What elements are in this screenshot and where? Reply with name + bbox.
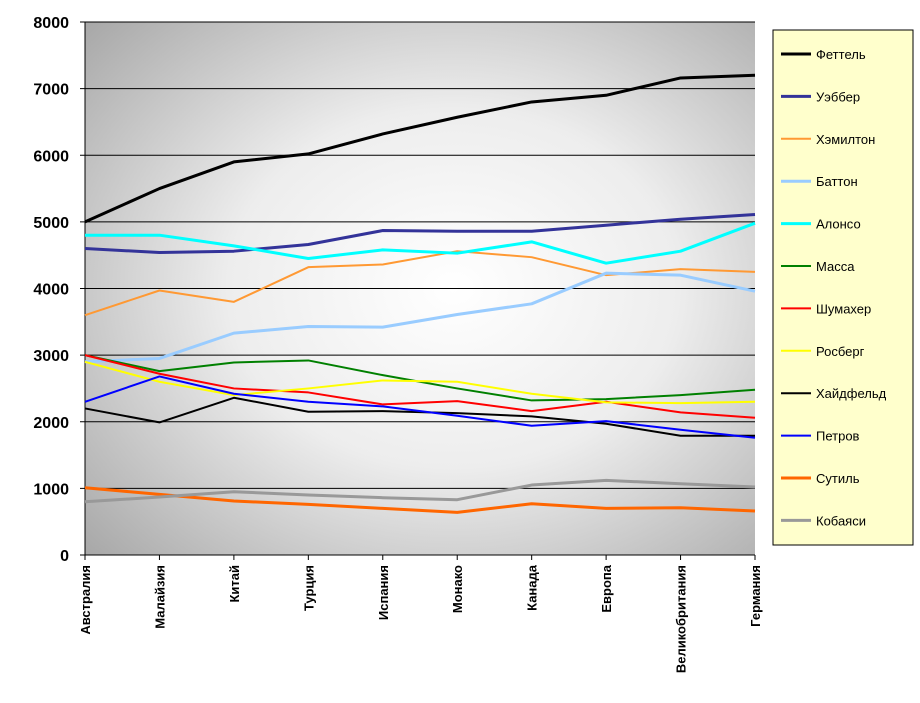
- legend-label: Масса: [816, 259, 855, 274]
- legend-label: Алонсо: [816, 217, 861, 232]
- y-tick-label: 8000: [33, 15, 69, 32]
- series-line: [84, 73, 756, 224]
- x-tick-label: Канада: [525, 564, 540, 611]
- legend-label: Хайдфельд: [816, 386, 887, 401]
- series-line: [85, 221, 756, 265]
- series-line: [84, 271, 756, 364]
- legend-label: Уэббер: [816, 89, 860, 104]
- legend-label: Сутиль: [816, 471, 860, 486]
- x-tick-label: Турция: [301, 565, 316, 611]
- series-line: [84, 486, 756, 514]
- legend-label: Феттель: [816, 47, 866, 62]
- legend-label: Росберг: [816, 344, 865, 359]
- y-tick-label: 7000: [33, 82, 69, 99]
- y-tick-label: 2000: [33, 415, 69, 432]
- series-line: [84, 375, 756, 439]
- x-tick-label: Китай: [227, 565, 242, 603]
- x-tick-label: Монако: [450, 565, 465, 613]
- legend: [772, 29, 914, 546]
- x-tick-label: Европа: [599, 564, 614, 612]
- legend-label: Петров: [816, 429, 860, 444]
- series-line: [84, 360, 756, 405]
- series-line: [84, 354, 756, 419]
- y-tick-label: 1000: [33, 481, 69, 498]
- y-tick-label: 3000: [33, 348, 69, 365]
- series-line: [84, 213, 756, 255]
- x-tick-label: Германия: [748, 565, 763, 627]
- x-tick-label: Испания: [376, 565, 391, 620]
- y-tick-label: 4000: [33, 282, 69, 299]
- legend-label: Кобаяси: [816, 513, 866, 528]
- legend-label: Шумахер: [816, 301, 871, 316]
- x-tick-label: Австралия: [78, 565, 93, 635]
- series-line: [84, 250, 756, 317]
- y-tick-label: 5000: [33, 215, 69, 232]
- y-tick-label: 0: [60, 548, 69, 565]
- legend-label: Баттон: [816, 174, 858, 189]
- x-tick-label: Великобритания: [674, 565, 689, 673]
- x-tick-label: Малайзия: [152, 565, 167, 629]
- series-line: [84, 478, 756, 504]
- y-tick-label: 6000: [33, 148, 69, 165]
- legend-label: Хэмилтон: [816, 132, 875, 147]
